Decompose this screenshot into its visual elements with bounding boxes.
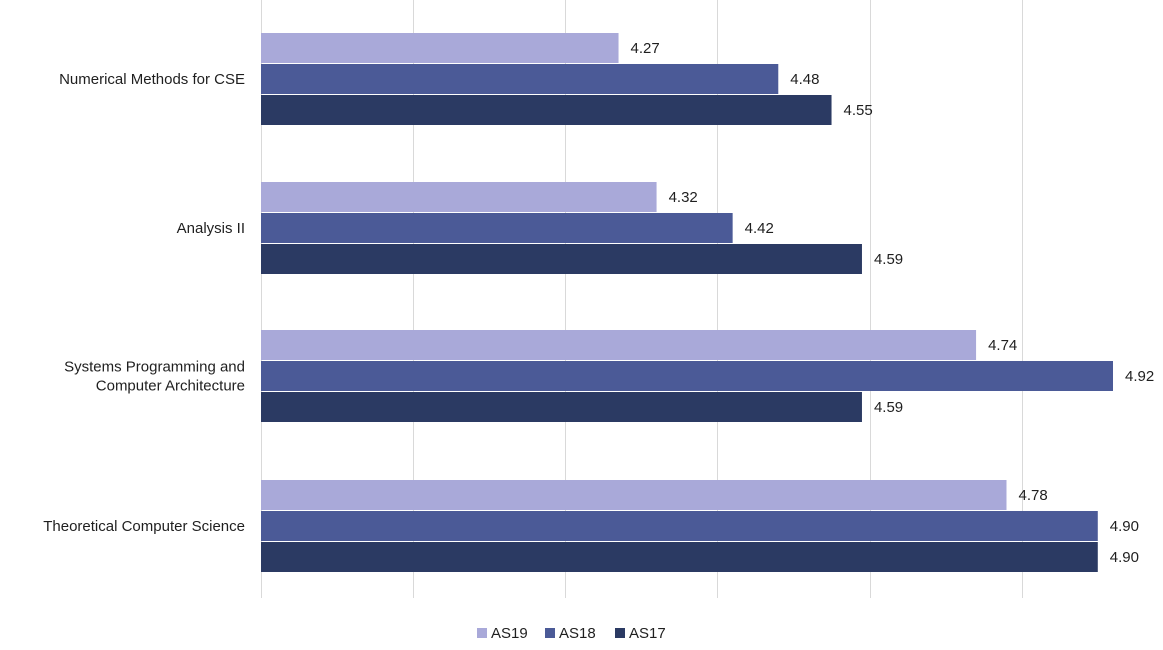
bar-as19-1 [261,182,657,212]
category-label-2-line-1: Computer Architecture [96,378,245,395]
legend-swatch-as18 [545,628,555,638]
value-label-as17-1: 4.59 [874,251,903,268]
value-label-as18-3: 4.90 [1110,518,1139,535]
value-label-as18-1: 4.42 [745,220,774,237]
value-label-as18-0: 4.48 [790,71,819,88]
value-labels: 4.27 4.48 4.55 4.32 4.42 4.59 4.74 4.92 4.59 4.78… [631,40,1155,566]
bar-as18-0 [261,64,779,94]
legend-swatch-as19 [477,628,487,638]
value-label-as17-2: 4.59 [874,399,903,416]
legend-label-as18: AS18 [559,625,596,642]
bar-as18-2 [261,361,1113,391]
bar-as19-0 [261,33,619,63]
value-label-as19-1: 4.32 [669,189,698,206]
bar-as19-2 [261,330,977,360]
bar-as17-2 [261,392,862,422]
bar-as19-3 [261,480,1007,510]
value-label-as19-3: 4.78 [1019,487,1048,504]
bar-as17-0 [261,95,832,125]
value-label-as19-2: 4.74 [988,337,1017,354]
value-label-as19-0: 4.27 [631,40,660,57]
bar-as18-3 [261,511,1098,541]
bar-as17-1 [261,244,862,274]
legend-label-as17: AS17 [629,625,666,642]
category-label-1: Analysis II [177,220,245,237]
value-label-as17-3: 4.90 [1110,549,1139,566]
category-label-0: Numerical Methods for CSE [59,71,245,88]
legend: AS19 AS18 AS17 [477,625,666,642]
value-label-as18-2: 4.92 [1125,368,1154,385]
category-labels: Numerical Methods for CSE Analysis II Syst… [43,71,245,535]
category-label-3: Theoretical Computer Science [43,518,245,535]
bar-as18-1 [261,213,733,243]
legend-label-as19: AS19 [491,625,528,642]
category-label-2-line-0: Systems Programming and [64,359,245,376]
bars [261,33,1113,572]
value-label-as17-0: 4.55 [844,102,873,119]
bar-as17-3 [261,542,1098,572]
legend-swatch-as17 [615,628,625,638]
